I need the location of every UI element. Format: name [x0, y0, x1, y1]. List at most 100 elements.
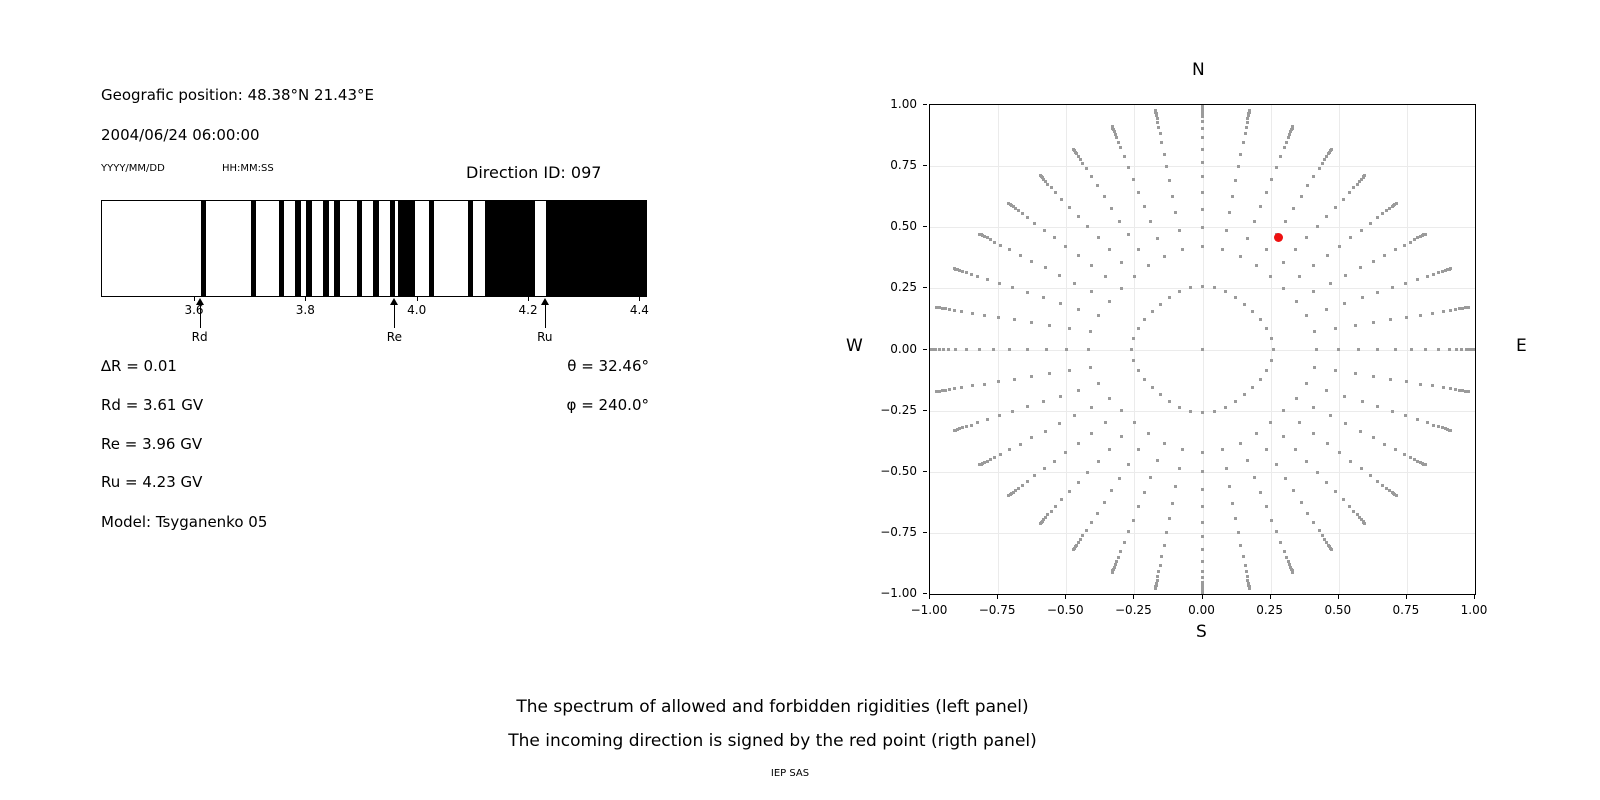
scatter-dot — [1110, 206, 1114, 210]
scatter-dot — [1461, 389, 1465, 393]
scatter-dot — [1177, 405, 1181, 409]
scatter-y-tick-label: 0.00 — [890, 341, 917, 356]
scatter-dot — [1086, 470, 1090, 474]
scatter-x-tick-label: 0.50 — [1324, 603, 1352, 617]
scatter-dot — [993, 240, 997, 244]
scatter-dot — [1467, 390, 1470, 394]
scatter-dot — [1155, 459, 1159, 463]
scatter-dot — [1317, 167, 1321, 170]
scatter-dot — [1076, 215, 1080, 218]
scatter-dot — [943, 388, 947, 392]
scatter-dot — [1177, 290, 1181, 294]
scatter-dot — [935, 390, 938, 394]
scatter-dot — [1320, 161, 1324, 165]
scatter-dot — [978, 463, 982, 467]
scatter-dot — [1394, 202, 1398, 206]
scatter-dot — [1408, 455, 1412, 459]
scatter-dot — [1289, 130, 1293, 133]
x-tick-label: 4.4 — [629, 303, 649, 317]
scatter-dot — [1402, 243, 1406, 247]
scatter-dot — [930, 348, 934, 351]
scatter-dot — [1291, 125, 1295, 129]
scatter-dot — [1325, 254, 1329, 258]
scatter-dot — [1119, 146, 1123, 150]
scatter-dot — [1158, 131, 1162, 135]
scatter-dot — [1244, 125, 1248, 129]
scatter-dot — [934, 348, 938, 351]
scatter-x-tick-label: 0.75 — [1392, 603, 1420, 617]
scatter-dot — [1012, 318, 1016, 322]
scatter-dot — [1258, 318, 1262, 322]
scatter-x-tick-label: −0.50 — [1046, 603, 1084, 617]
scatter-dot — [1041, 400, 1045, 404]
scatter-dot — [1448, 308, 1452, 312]
scatter-dot — [1174, 211, 1178, 214]
scatter-dot — [1245, 575, 1249, 579]
scatter-dot — [1312, 330, 1316, 334]
scatter-dot — [1243, 393, 1247, 396]
scatter-dot — [1246, 114, 1250, 118]
scatter-dot — [1416, 236, 1420, 240]
scatter-dot — [1046, 182, 1050, 186]
scatter-dot — [1131, 518, 1135, 522]
scatter-dot — [1305, 314, 1309, 317]
scatter-dot — [1227, 485, 1231, 488]
model-label: Model: Tsyganenko 05 — [101, 513, 268, 531]
scatter-dot — [1096, 382, 1100, 385]
scatter-dot — [1156, 575, 1160, 579]
scatter-dot — [952, 267, 956, 270]
scatter-dot — [1018, 253, 1022, 257]
scatter-dot — [1360, 178, 1363, 181]
scatter-dot — [983, 235, 986, 238]
scatter-y-tick-label: −0.25 — [880, 402, 917, 417]
scatter-dot — [1165, 530, 1169, 534]
scatter-dot — [1053, 505, 1057, 509]
scatter-dot — [1388, 488, 1392, 492]
scatter-dot — [1269, 358, 1273, 362]
scatter-dot — [1127, 530, 1130, 534]
scatter-dot — [1224, 405, 1228, 409]
scatter-dot — [1188, 286, 1192, 290]
scatter-dot — [1234, 179, 1238, 183]
scatter-dot — [954, 267, 958, 271]
scatter-dot — [1201, 105, 1204, 108]
scatter-dot — [1025, 348, 1029, 351]
scatter-dot — [1391, 410, 1395, 414]
scatter-dot — [1201, 584, 1204, 588]
scatter-dot — [1353, 323, 1357, 327]
scatter-dot — [1147, 431, 1150, 435]
scatter-dot — [1018, 442, 1022, 446]
scatter-dot — [1355, 513, 1359, 517]
scatter-dot — [1057, 422, 1061, 426]
scatter-dot — [1076, 388, 1080, 392]
scatter-dot — [935, 305, 938, 309]
scatter-dot — [953, 387, 957, 391]
rigidity-x-axis: 3.6 3.8 4.0 4.2 4.4 Rd Re Ru — [101, 297, 649, 357]
scatter-dot — [964, 270, 968, 274]
scatter-dot — [1132, 337, 1136, 341]
scatter-dot — [1238, 441, 1242, 445]
scatter-dot — [1344, 273, 1348, 277]
scatter-dot — [936, 389, 940, 393]
re-value: Re = 3.96 GV — [101, 435, 203, 453]
scatter-dot — [1334, 327, 1337, 330]
scatter-x-tick — [1201, 595, 1203, 599]
scatter-dot — [1449, 267, 1453, 270]
scatter-y-tick — [923, 409, 927, 411]
scatter-dot — [1201, 488, 1204, 492]
x-tick-label: 4.2 — [518, 303, 538, 317]
scatter-dot — [1325, 307, 1329, 311]
scatter-dot — [1291, 570, 1295, 574]
scatter-dot — [1162, 543, 1166, 547]
scatter-dot — [1113, 132, 1117, 136]
scatter-dot — [1247, 110, 1251, 114]
scatter-dot — [1201, 535, 1204, 539]
scatter-dot — [1312, 521, 1316, 525]
scatter-dot — [1201, 245, 1204, 249]
direction-scatter-plot — [929, 104, 1476, 595]
scatter-dot — [1160, 141, 1164, 145]
scatter-dot — [1437, 348, 1440, 351]
scatter-dot — [997, 380, 1001, 384]
scatter-dot — [1294, 447, 1298, 451]
ru-arrow-label: Ru — [537, 330, 553, 344]
